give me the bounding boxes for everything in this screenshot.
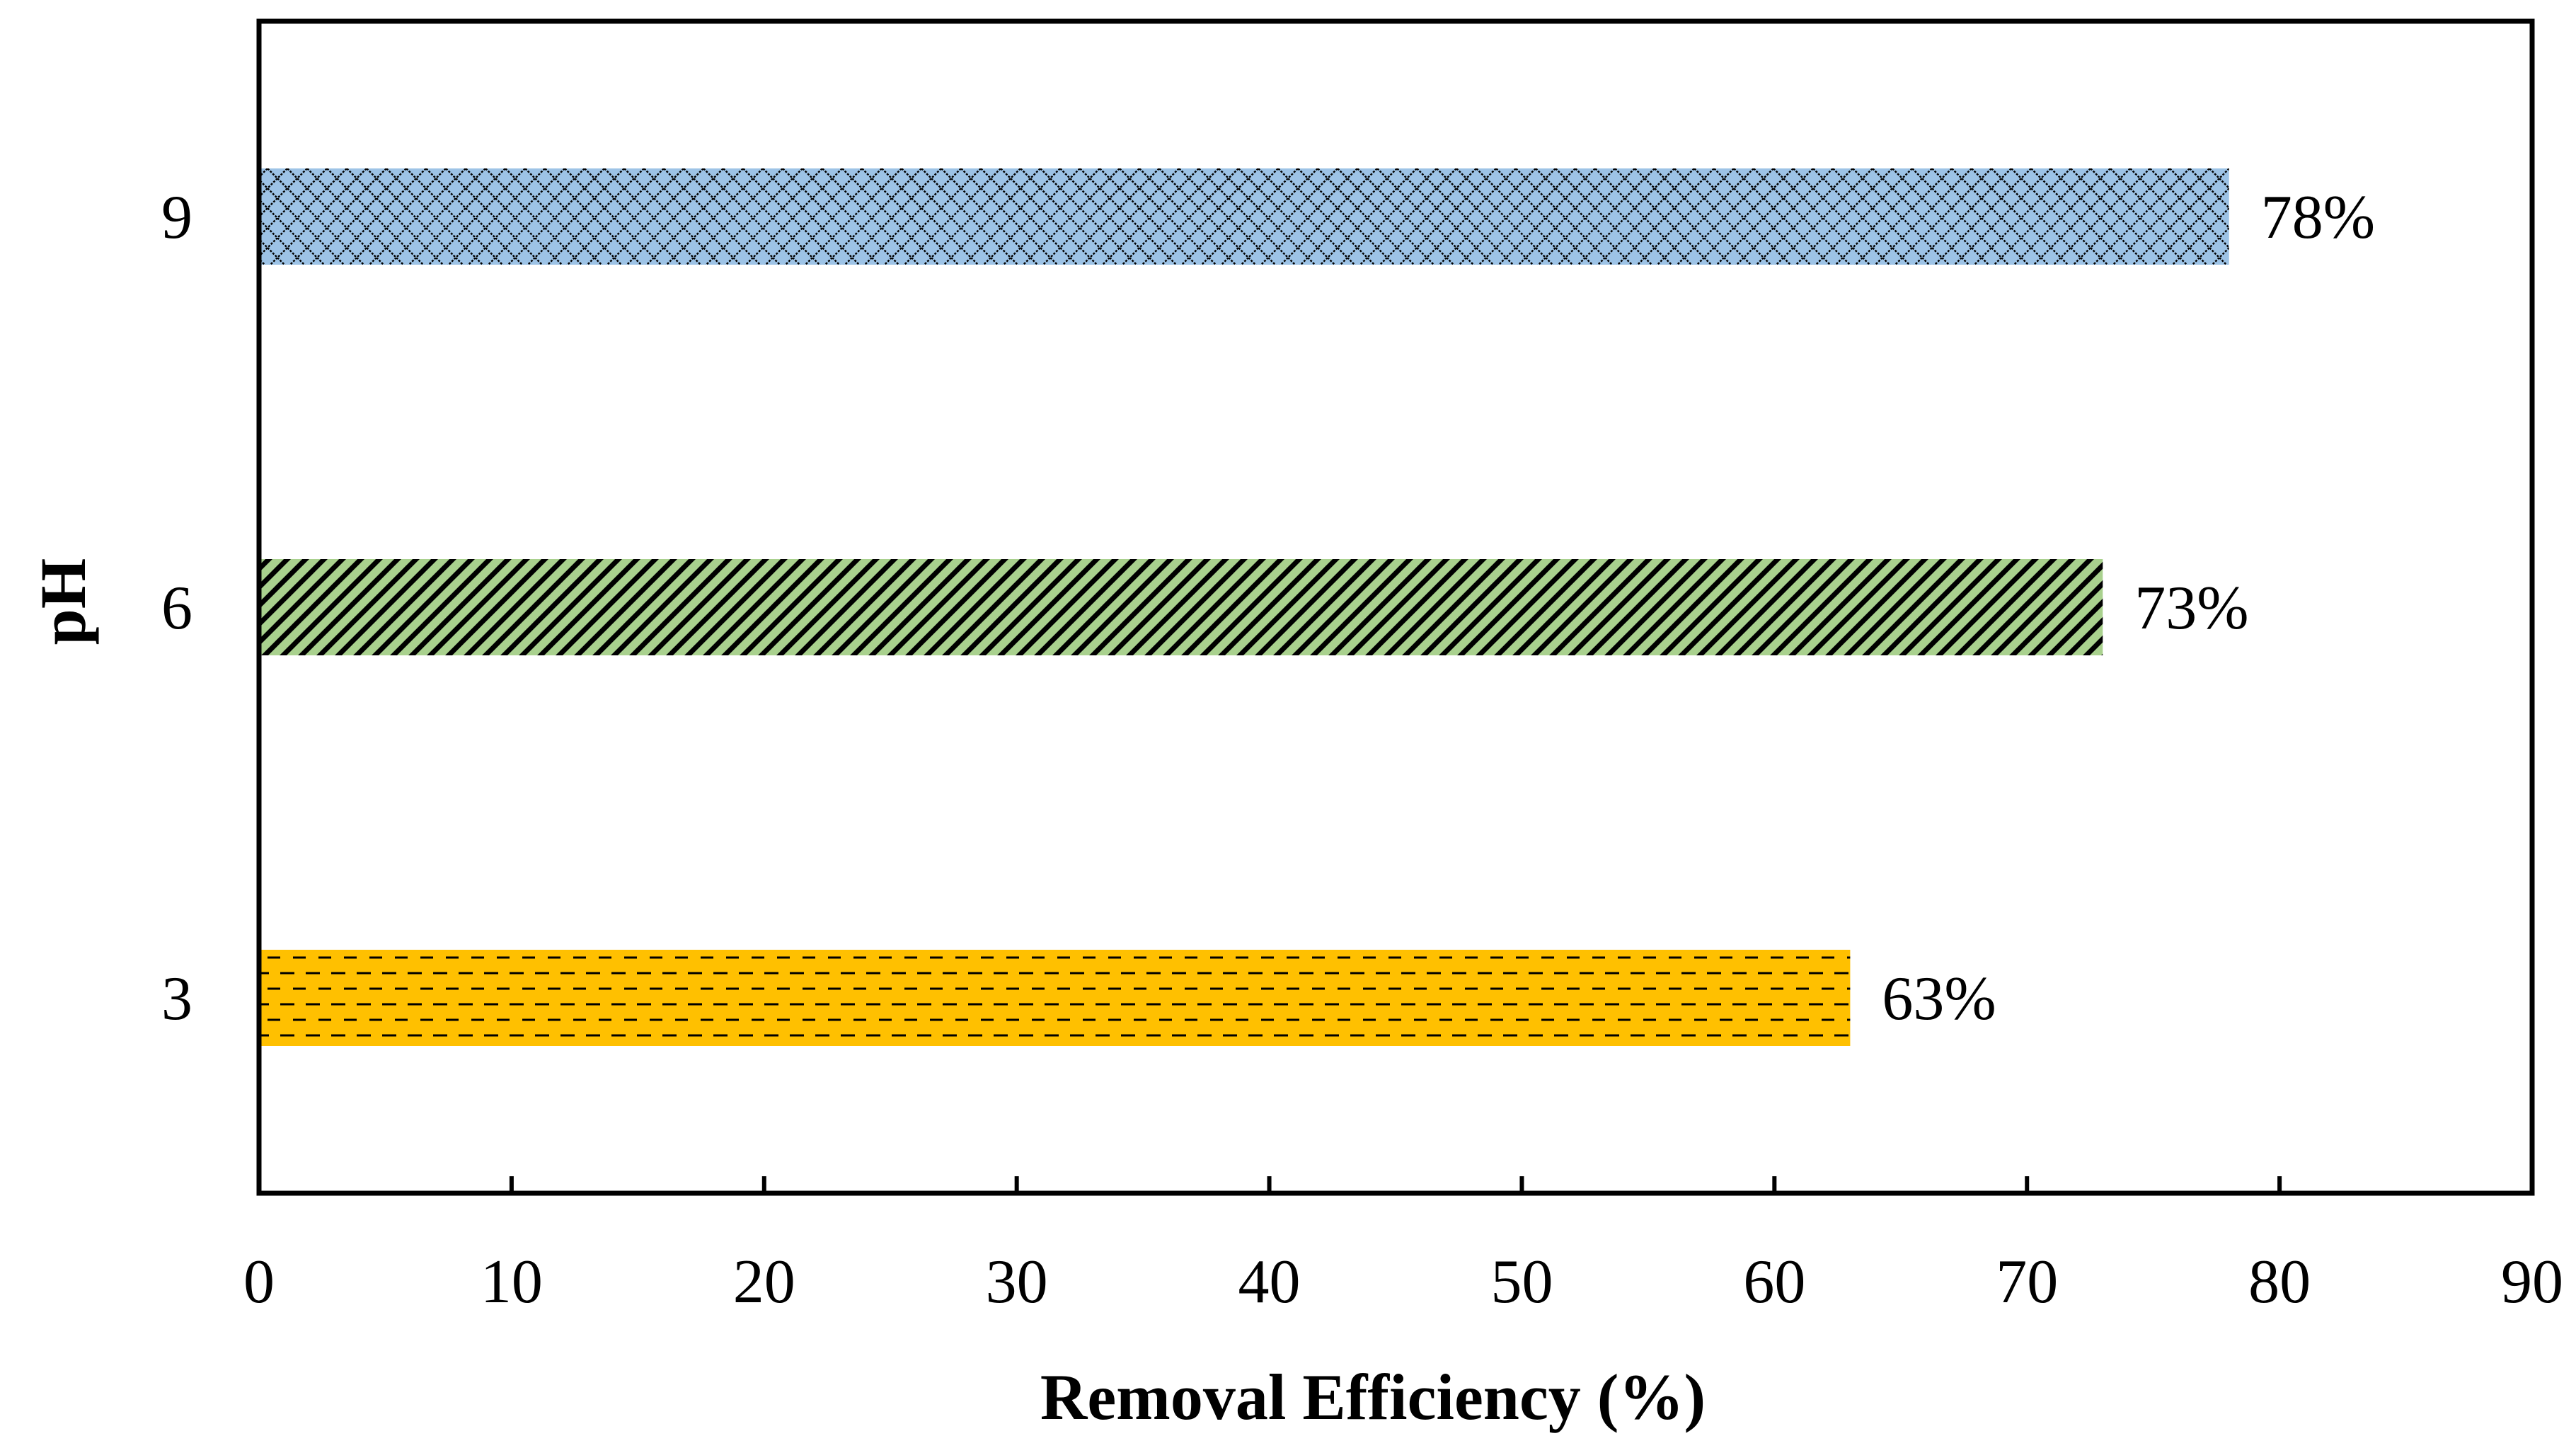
x-tick-label-50: 50 [1490,1248,1553,1316]
x-tick-label-0: 0 [243,1248,275,1316]
bar-ph-3 [259,950,1851,1046]
data-label-ph-3: 63% [1882,965,1996,1033]
x-tick-label-60: 60 [1743,1248,1805,1316]
x-tick-label-30: 30 [986,1248,1048,1316]
data-label-ph-9: 78% [2261,183,2375,252]
y-tick-label-9: 9 [161,183,192,252]
plot-area-frame [256,18,2535,1196]
x-tick-label-20: 20 [733,1248,795,1316]
y-axis-title: pH [27,558,99,645]
y-tick-label-6: 6 [161,574,192,643]
x-tick-label-70: 70 [1996,1248,2058,1316]
x-tick-label-40: 40 [1238,1248,1301,1316]
x-axis-title: Removal Efficiency (%) [1040,1361,1706,1433]
x-tick-label-80: 80 [2248,1248,2311,1316]
data-label-ph-6: 73% [2134,574,2248,643]
bar-ph-9 [259,168,2229,265]
bar-ph-6 [259,559,2103,655]
y-tick-label-3: 3 [161,965,192,1033]
x-tick-label-90: 90 [2501,1248,2563,1316]
x-tick-label-10: 10 [481,1248,543,1316]
